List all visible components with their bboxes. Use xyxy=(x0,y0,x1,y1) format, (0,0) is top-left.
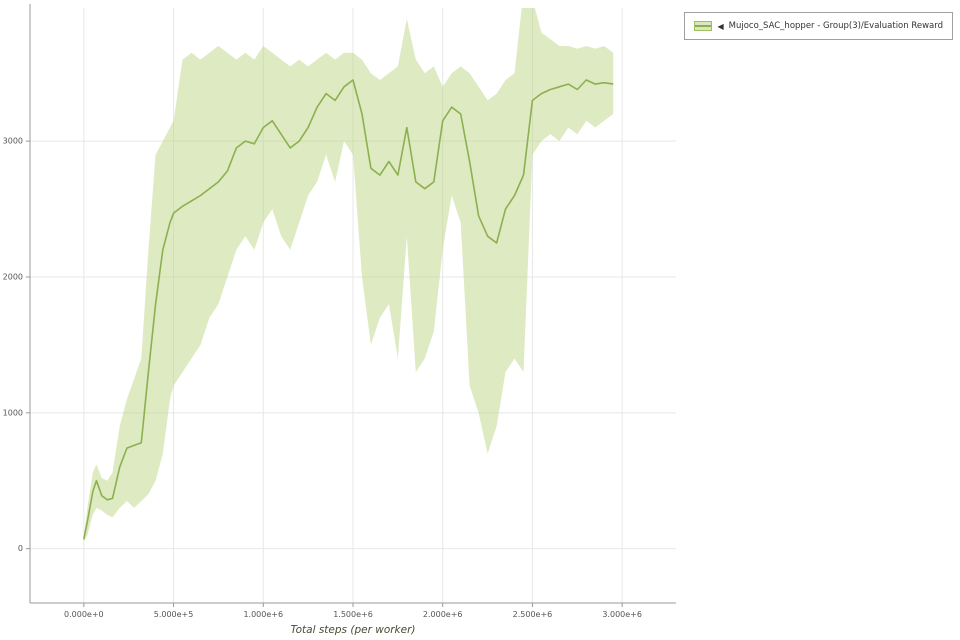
x-tick-label: 0.000e+0 xyxy=(64,610,104,619)
y-tick-label: 1000 xyxy=(3,408,23,417)
legend-collapse-icon[interactable]: ◀ xyxy=(717,21,724,31)
x-tick-label: 1.000e+6 xyxy=(243,610,283,619)
confidence-band xyxy=(83,8,614,542)
x-tick-label: 1.500e+6 xyxy=(333,610,373,619)
x-tick-label: 5.000e+5 xyxy=(154,610,194,619)
y-tick-label: 0 xyxy=(18,544,23,553)
y-tick-label: 2000 xyxy=(3,272,23,281)
x-tick-label: 3.000e+6 xyxy=(602,610,642,619)
legend-swatch-icon xyxy=(694,21,713,31)
legend-item[interactable]: ◀ Mujoco_SAC_hopper - Group(3)/Evaluatio… xyxy=(684,12,953,40)
y-tick-label: 3000 xyxy=(3,137,23,146)
legend-label: Mujoco_SAC_hopper - Group(3)/Evaluation … xyxy=(728,21,943,31)
x-axis-title: Total steps (per worker) xyxy=(290,624,416,636)
x-tick-label: 2.000e+6 xyxy=(423,610,463,619)
x-tick-label: 2.500e+6 xyxy=(513,610,553,619)
mean-line xyxy=(83,79,614,540)
